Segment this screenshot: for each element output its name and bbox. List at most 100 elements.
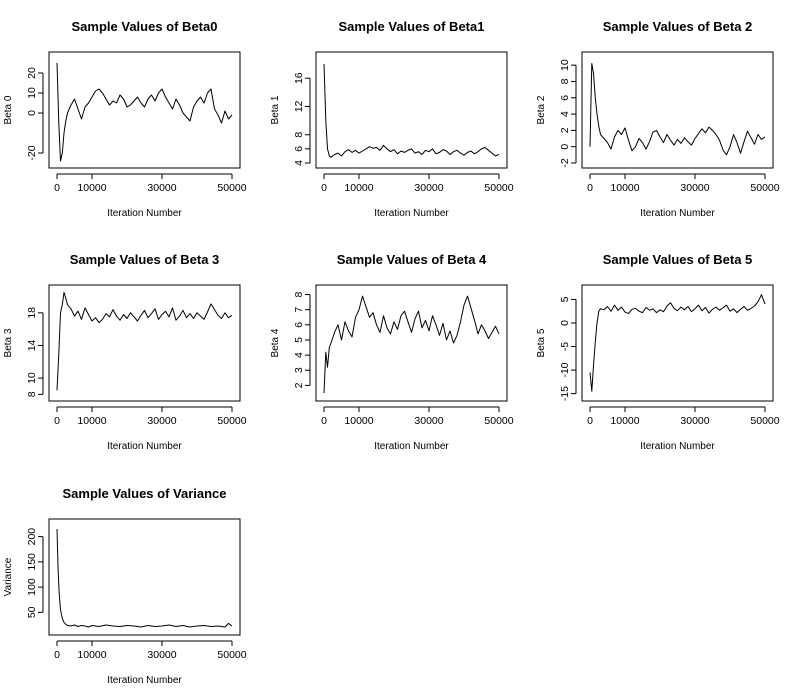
x-tick-label: 0 <box>321 415 327 427</box>
y-tick-label: 10 <box>26 372 38 384</box>
x-tick-label: 30000 <box>147 182 176 194</box>
chart-panel-7: Sample Values of Variance 0 10000 30000 5000… <box>3 486 247 686</box>
chart-title: Sample Values of Variance <box>62 486 226 501</box>
trace-line-variance <box>56 528 233 628</box>
chart-title: Sample Values of Beta 2 <box>603 19 753 34</box>
y-tick-label: 10 <box>559 59 571 71</box>
y-tick-label: 2 <box>293 382 305 388</box>
chart-title: Sample Values of Beta0 <box>72 19 218 34</box>
x-tick-label: 30000 <box>414 415 443 427</box>
y-tick-label: 20 <box>26 67 38 79</box>
y-tick-label: 8 <box>293 132 305 138</box>
y-tick-label: 12 <box>293 100 305 112</box>
y-axis-label: Beta 3 <box>3 328 14 357</box>
y-tick-label: 5 <box>293 337 305 343</box>
x-tick-label: 50000 <box>217 649 246 661</box>
y-tick-label: -5 <box>559 342 571 351</box>
trace-line-beta3 <box>56 291 233 391</box>
trace-line-beta2 <box>589 63 766 156</box>
y-tick-label: -2 <box>559 158 571 167</box>
x-tick-label: 30000 <box>680 182 709 194</box>
x-axis-label: Iteration Number <box>374 208 449 219</box>
x-tick-label: 50000 <box>484 415 513 427</box>
y-axis-label: Beta 1 <box>270 95 281 124</box>
x-axis-label: Iteration Number <box>107 441 182 452</box>
plot-frame <box>48 284 241 402</box>
y-tick-label: 5 <box>559 296 571 302</box>
y-tick-label: 14 <box>26 339 38 351</box>
y-tick-label: 50 <box>26 606 38 618</box>
chart-title: Sample Values of Beta1 <box>339 19 485 34</box>
chart-title: Sample Values of Beta 4 <box>337 252 487 267</box>
y-tick-label: 6 <box>293 322 305 328</box>
y-axis-label: Beta 4 <box>270 328 281 357</box>
x-tick-label: 10000 <box>344 182 373 194</box>
x-tick-label: 0 <box>54 182 60 194</box>
chart-panel-1: Sample Values of Beta0 0 10000 30000 50000 It… <box>3 19 247 219</box>
x-axis-label: Iteration Number <box>640 208 715 219</box>
x-tick-label: 50000 <box>750 415 779 427</box>
y-axis-label: Beta 2 <box>536 95 547 124</box>
x-tick-label: 30000 <box>147 649 176 661</box>
y-axis-label: Beta 5 <box>536 328 547 357</box>
y-tick-label: 4 <box>293 352 305 358</box>
x-tick-label: 0 <box>54 415 60 427</box>
chart-panel-4: Sample Values of Beta 3 0 10000 30000 50000 I… <box>3 252 247 452</box>
chart-panel-6: Sample Values of Beta 5 0 10000 30000 50000 I… <box>536 252 780 452</box>
plot-frame <box>315 284 508 402</box>
y-tick-label: 6 <box>293 146 305 152</box>
x-tick-label: 30000 <box>680 415 709 427</box>
y-axis-label: Beta 0 <box>3 95 14 124</box>
chart-title: Sample Values of Beta 3 <box>70 252 220 267</box>
y-tick-label: -15 <box>559 386 571 401</box>
x-tick-label: 30000 <box>147 415 176 427</box>
x-tick-label: 0 <box>54 649 60 661</box>
y-tick-label: 7 <box>293 307 305 313</box>
y-tick-label: 4 <box>559 111 571 117</box>
trace-line-beta5 <box>589 294 766 392</box>
x-tick-label: 10000 <box>610 415 639 427</box>
x-tick-label: 10000 <box>344 415 373 427</box>
x-axis-label: Iteration Number <box>640 441 715 452</box>
x-tick-label: 0 <box>587 415 593 427</box>
y-tick-label: 10 <box>26 87 38 99</box>
y-tick-label: 0 <box>559 320 571 326</box>
x-axis-label: Iteration Number <box>374 441 449 452</box>
chart-panel-2: Sample Values of Beta1 0 10000 30000 50000 It… <box>270 19 514 219</box>
y-tick-label: 0 <box>559 144 571 150</box>
y-tick-label: 150 <box>26 553 38 571</box>
y-tick-label: 6 <box>559 95 571 101</box>
plot-frame <box>581 284 774 402</box>
y-tick-label: 8 <box>26 391 38 397</box>
plot-frame <box>48 518 241 636</box>
plot-frame <box>315 51 508 169</box>
x-axis-label: Iteration Number <box>107 208 182 219</box>
trace-line-beta1 <box>323 64 500 158</box>
y-tick-label: -10 <box>559 362 571 377</box>
y-tick-label: 100 <box>26 578 38 596</box>
plot-frame <box>48 51 241 169</box>
y-tick-label: 8 <box>293 291 305 297</box>
y-tick-label: 0 <box>26 110 38 116</box>
x-axis-label: Iteration Number <box>107 675 182 686</box>
x-tick-label: 0 <box>587 182 593 194</box>
y-tick-label: 18 <box>26 307 38 319</box>
y-tick-label: 2 <box>559 127 571 133</box>
y-tick-label: 16 <box>293 72 305 84</box>
chart-title: Sample Values of Beta 5 <box>603 252 753 267</box>
x-tick-label: 10000 <box>610 182 639 194</box>
y-tick-label: -20 <box>26 145 38 160</box>
x-tick-label: 10000 <box>77 649 106 661</box>
x-tick-label: 10000 <box>77 415 106 427</box>
y-tick-label: 200 <box>26 528 38 546</box>
x-tick-label: 50000 <box>484 182 513 194</box>
x-tick-label: 50000 <box>750 182 779 194</box>
x-tick-label: 50000 <box>217 415 246 427</box>
plot-frame <box>581 51 774 169</box>
x-tick-label: 0 <box>321 182 327 194</box>
y-tick-label: 8 <box>559 78 571 84</box>
y-tick-label: 4 <box>293 160 305 166</box>
x-tick-label: 30000 <box>414 182 443 194</box>
